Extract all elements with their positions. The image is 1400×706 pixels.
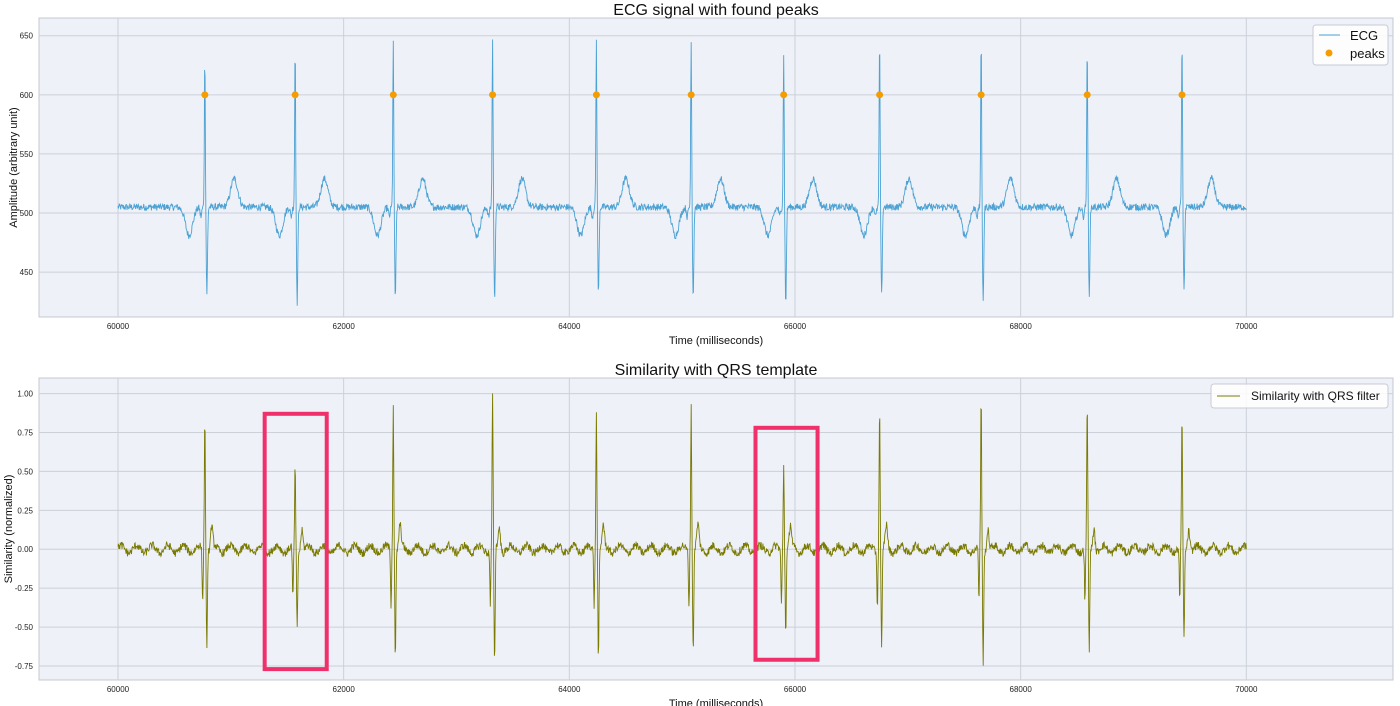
peak-marker [1178,91,1186,99]
y-tick-label: 600 [20,91,34,100]
y-axis-label: Similarity (normalized) [3,475,15,584]
chart-panel-1: 60000 62000 64000 66000 68000 70000 450 500 550 6… [8,2,1394,347]
y-tick-label: 0.25 [17,506,33,515]
x-axis-label: Time (milliseconds) [669,698,763,706]
highlight-box [753,425,820,662]
y-tick-label: 0.75 [17,428,33,437]
y-axis-label: Amplitude (arbitrary unit) [8,107,20,227]
legend-peaks-swatch [1325,49,1333,57]
legend: ECG peaks [1312,24,1389,66]
peak-marker [201,91,209,99]
x-tick-label: 66000 [784,685,807,694]
y-tick-label: 650 [20,32,34,41]
chart-title: Similarity with QRS template [615,362,818,379]
peak-marker [1083,91,1091,99]
peak-marker [687,91,695,99]
x-axis-label: Time (milliseconds) [669,335,763,347]
x-tick-label: 66000 [784,322,807,331]
chart-title: ECG signal with found peaks [613,2,818,19]
peak-marker [592,91,600,99]
y-tick-label: 550 [20,150,34,159]
peak-marker [876,91,884,99]
x-tick-label: 62000 [333,322,356,331]
plot-area [38,377,1394,681]
x-tick-label: 64000 [558,322,581,331]
peak-marker [489,91,497,99]
y-tick-label: -0.25 [15,584,34,593]
highlight-box [262,411,329,672]
y-tick-label: 0.00 [17,545,33,554]
similarity-series-line [117,393,1247,666]
peak-marker [977,91,985,99]
y-tick-label: 0.50 [17,467,33,476]
y-tick-label: -0.75 [15,662,34,671]
x-tick-label: 70000 [1235,685,1258,694]
chart-panel-2: 60000 62000 64000 66000 68000 70000 -0.75 -0.50… [3,362,1394,706]
y-tick-label: 450 [20,268,34,277]
legend-box [1210,383,1389,409]
legend-ecg-label: ECG [1350,28,1378,43]
ecg-series-line [117,39,1247,306]
legend-peaks-label: peaks [1350,46,1385,61]
x-tick-label: 68000 [1010,322,1033,331]
y-tick-label: -0.50 [15,623,34,632]
plot-area [38,17,1394,318]
x-tick-label: 68000 [1010,685,1033,694]
legend: Similarity with QRS filter [1210,383,1389,409]
peak-marker [780,91,788,99]
x-tick-label: 60000 [107,685,130,694]
peak-marker [291,91,299,99]
x-tick-label: 70000 [1235,322,1258,331]
legend-similarity-label: Similarity with QRS filter [1251,389,1380,403]
y-tick-label: 500 [20,209,34,218]
y-tick-label: 1.00 [17,390,33,399]
x-tick-label: 64000 [558,685,581,694]
x-tick-label: 60000 [107,322,130,331]
peak-marker [389,91,397,99]
x-tick-label: 62000 [333,685,356,694]
